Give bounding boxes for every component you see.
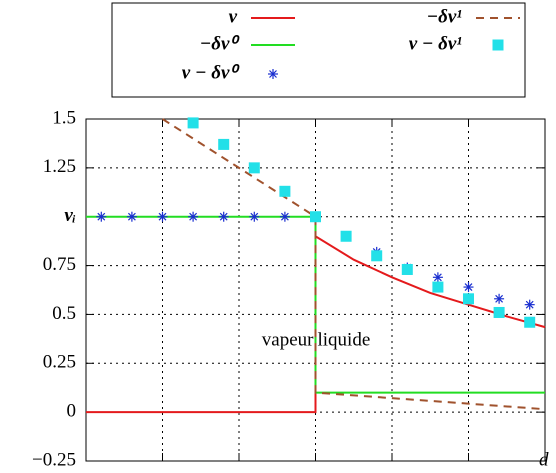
legend-swatch [492, 39, 504, 51]
y-tick-label: 0.5 [52, 303, 76, 324]
star-marker [249, 211, 260, 222]
star-marker [279, 211, 290, 222]
star-marker [188, 211, 199, 222]
square-marker [493, 306, 505, 318]
star-stroke [280, 212, 289, 221]
square-marker [401, 263, 413, 275]
star-stroke [189, 212, 198, 221]
square-marker [279, 185, 291, 197]
square-marker [340, 230, 352, 242]
plot-frame [85, 118, 546, 462]
y-tick-label: vᵢ [64, 205, 76, 226]
square-marker [187, 117, 199, 129]
y-tick-label: 1.5 [52, 107, 76, 128]
star-marker [218, 211, 229, 222]
y-tick-label: 1.25 [43, 156, 76, 177]
square-marker [463, 293, 474, 305]
star-marker [96, 211, 107, 222]
legend-label: v − δv⁰ [182, 62, 241, 83]
star-stroke [127, 212, 136, 221]
legend-label: v − δv¹ [409, 33, 463, 54]
star-stroke [158, 212, 167, 221]
star-marker [524, 299, 535, 310]
legend-box [111, 2, 526, 98]
star-stroke [219, 212, 228, 221]
y-tick-label: 0 [67, 401, 77, 422]
square-marker [432, 281, 444, 293]
square-marker [371, 250, 383, 262]
star-marker [494, 293, 505, 304]
star-stroke [464, 283, 473, 291]
square-marker [248, 162, 260, 174]
series-line [161, 118, 546, 411]
square-marker [218, 138, 230, 150]
star-stroke [250, 212, 259, 221]
square-marker [310, 211, 321, 223]
y-tick-label: 0.75 [43, 254, 76, 275]
y-tick-label: 0.25 [43, 352, 76, 373]
star-stroke [495, 294, 504, 303]
star-marker [432, 272, 443, 283]
legend-label: −δv⁰ [200, 33, 241, 54]
legend-label: v [229, 6, 238, 27]
star-stroke [525, 300, 534, 309]
legend-label: −δv¹ [427, 6, 463, 27]
star-marker [157, 211, 168, 222]
star-stroke [269, 70, 277, 78]
star-stroke [433, 273, 442, 282]
y-tick-label: −0.25 [32, 449, 76, 470]
star-stroke [97, 212, 106, 221]
star-marker [268, 69, 278, 79]
x-axis-label: d [539, 449, 549, 470]
annotation: liquide [318, 329, 371, 350]
annotation: vapeur [262, 329, 314, 350]
square-marker [524, 316, 536, 328]
star-marker [126, 211, 137, 222]
star-marker [463, 282, 474, 293]
